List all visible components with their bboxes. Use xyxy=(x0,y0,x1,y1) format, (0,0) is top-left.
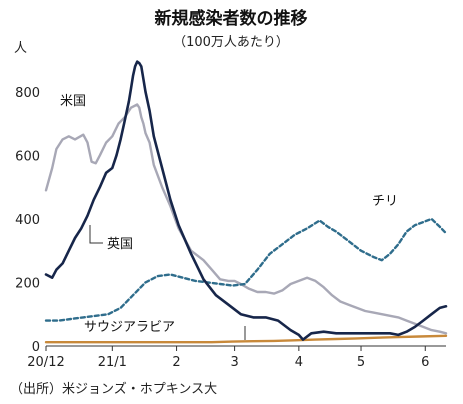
series-line-0 xyxy=(44,103,448,335)
y-tick-label: 200 xyxy=(15,276,40,291)
y-tick-label: 800 xyxy=(15,86,40,101)
series-line-3 xyxy=(44,334,448,344)
series-layer xyxy=(44,60,448,344)
chart-title: 新規感染者数の推移 xyxy=(155,8,308,29)
series-line-2 xyxy=(44,217,448,322)
x-tick-label: 5 xyxy=(357,355,365,370)
x-tick-label: 6 xyxy=(421,355,429,370)
y-axis-label: 人 xyxy=(14,41,27,56)
y-tick-label: 0 xyxy=(32,340,40,355)
series-label: チリ xyxy=(372,194,398,209)
series-line-1 xyxy=(44,60,448,341)
series-label: 米国 xyxy=(60,94,86,109)
x-tick-label: 4 xyxy=(295,355,303,370)
x-tick-label: 2 xyxy=(172,355,180,370)
chart-subtitle: （100万人あたり） xyxy=(173,35,289,50)
label-leader-line xyxy=(89,225,103,244)
y-tick-label: 600 xyxy=(15,149,40,164)
axes: 0 200 400 600 800 20/12 21/1 2 3 4 5 6 xyxy=(15,86,446,370)
y-tick-label: 400 xyxy=(15,213,40,228)
series-label: 英国 xyxy=(107,237,133,252)
x-tick-label: 21/1 xyxy=(98,355,127,370)
source-note: （出所）米ジョンズ・ホプキンス大 xyxy=(10,381,217,397)
x-tick-label: 20/12 xyxy=(27,355,64,370)
series-label: サウジアラビア xyxy=(84,320,175,335)
x-tick-label: 3 xyxy=(230,355,238,370)
